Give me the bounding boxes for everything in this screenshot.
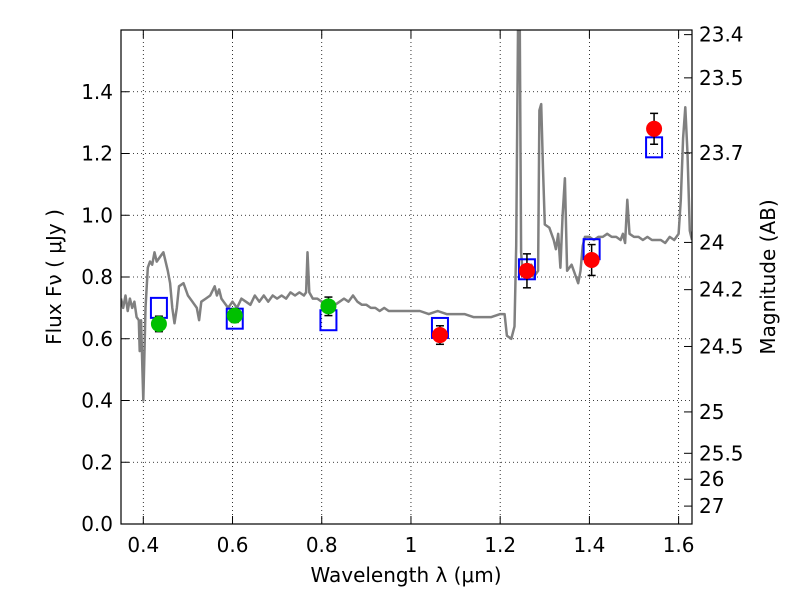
- y-tick-label: 0.4: [81, 389, 113, 413]
- photometry-point: [583, 252, 600, 269]
- y-right-tick-label: 23.4: [699, 23, 744, 47]
- y-tick-label: 0.8: [81, 265, 113, 289]
- x-tick-label: 1.6: [663, 533, 695, 557]
- y-tick-label: 0.6: [81, 327, 113, 351]
- x-tick-label: 0.8: [306, 533, 338, 557]
- spectrum-layer: [121, 30, 692, 402]
- y-tick-label: 1.2: [81, 142, 113, 166]
- y-right-tick-label: 27: [699, 494, 724, 518]
- y-right-tick-label: 26: [699, 467, 724, 491]
- model-photometry-square: [149, 296, 168, 319]
- x-tick-label: 0.4: [127, 533, 159, 557]
- y-right-tick-label: 25.5: [699, 441, 744, 465]
- photometry-point: [320, 298, 337, 315]
- photometry-point: [150, 315, 167, 332]
- photometry-point: [646, 120, 663, 137]
- photometry-point: [518, 262, 535, 279]
- y-axis-label: Flux Fν ( μJy ): [42, 209, 66, 345]
- y-tick-label: 0.2: [81, 450, 113, 474]
- grid-lines: [121, 30, 692, 525]
- x-tick-label: 1.4: [573, 533, 605, 557]
- axis-ticks: 0.4 0.6 0.8 1 1.2 1.4 1.6 0.0 0.2 0.4 0.6 0.8 1.0 1.2…: [81, 23, 743, 557]
- y-tick-label: 1.0: [81, 203, 113, 227]
- y-tick-label: 1.4: [81, 80, 113, 104]
- y-right-tick-label: 23.5: [699, 66, 744, 90]
- y-right-tick-label: 23.7: [699, 141, 744, 165]
- photometry-point: [226, 307, 243, 324]
- observed-photometry-layer: [150, 112, 663, 346]
- y-right-tick-label: 25: [699, 400, 724, 424]
- x-tick-label: 1: [405, 533, 418, 557]
- y-right-tick-label: 24.2: [699, 278, 744, 302]
- y-tick-label: 0.0: [81, 512, 113, 536]
- y-right-axis-label: Magnitude (AB): [756, 199, 780, 354]
- x-axis-label: Wavelength λ (μm): [310, 563, 501, 587]
- y-right-tick-label: 24: [699, 230, 724, 254]
- y-right-tick-label: 24.5: [699, 334, 744, 358]
- x-tick-label: 1.2: [484, 533, 516, 557]
- x-tick-label: 0.6: [217, 533, 249, 557]
- plot-frame: [120, 29, 693, 525]
- spectrum-line: [121, 30, 692, 402]
- photometry-point: [431, 327, 448, 344]
